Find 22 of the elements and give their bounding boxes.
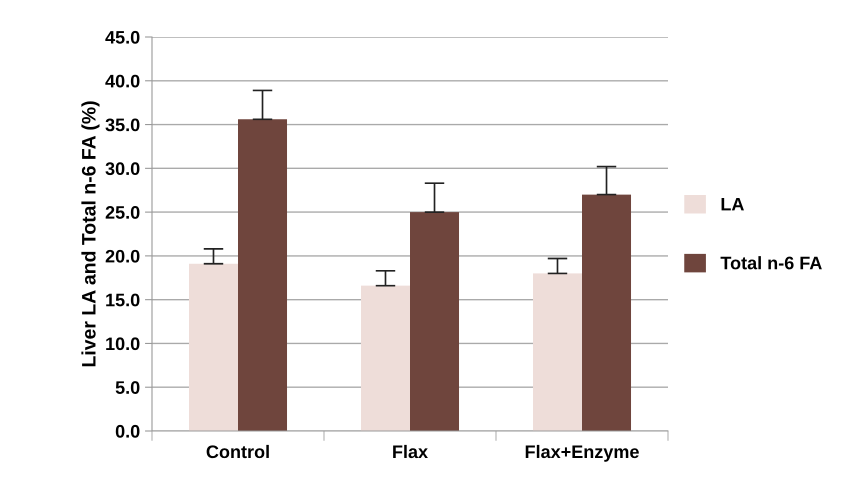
y-tick-label: 30.0 [105, 162, 140, 176]
bar [532, 273, 582, 431]
bar [360, 286, 410, 431]
y-tick-label: 25.0 [106, 206, 140, 219]
x-tick-label: Flax+Enzyme [526, 444, 639, 462]
y-tick-label: 15.0 [106, 294, 140, 306]
x-tick-label: Control [206, 444, 269, 458]
bar [410, 212, 460, 431]
y-tick-label: 40.0 [105, 74, 140, 88]
y-tick-label: 35.0 [105, 118, 140, 132]
bar [188, 264, 238, 431]
y-tick-label: 20.0 [106, 250, 140, 263]
legend-label: LA [722, 198, 744, 210]
y-axis-title: Liver LA and Total n-6 FA (%) [81, 101, 100, 366]
bar [582, 194, 632, 431]
y-tick-label: 0.0 [116, 424, 140, 438]
x-tick-label: Flax [393, 444, 428, 458]
y-tick-label: 5.0 [116, 381, 140, 394]
legend-label: Total n-6 FA [720, 256, 822, 270]
y-tick-label: 45.0 [105, 30, 140, 44]
bar [238, 119, 288, 431]
y-tick-label: 10.0 [106, 337, 140, 350]
